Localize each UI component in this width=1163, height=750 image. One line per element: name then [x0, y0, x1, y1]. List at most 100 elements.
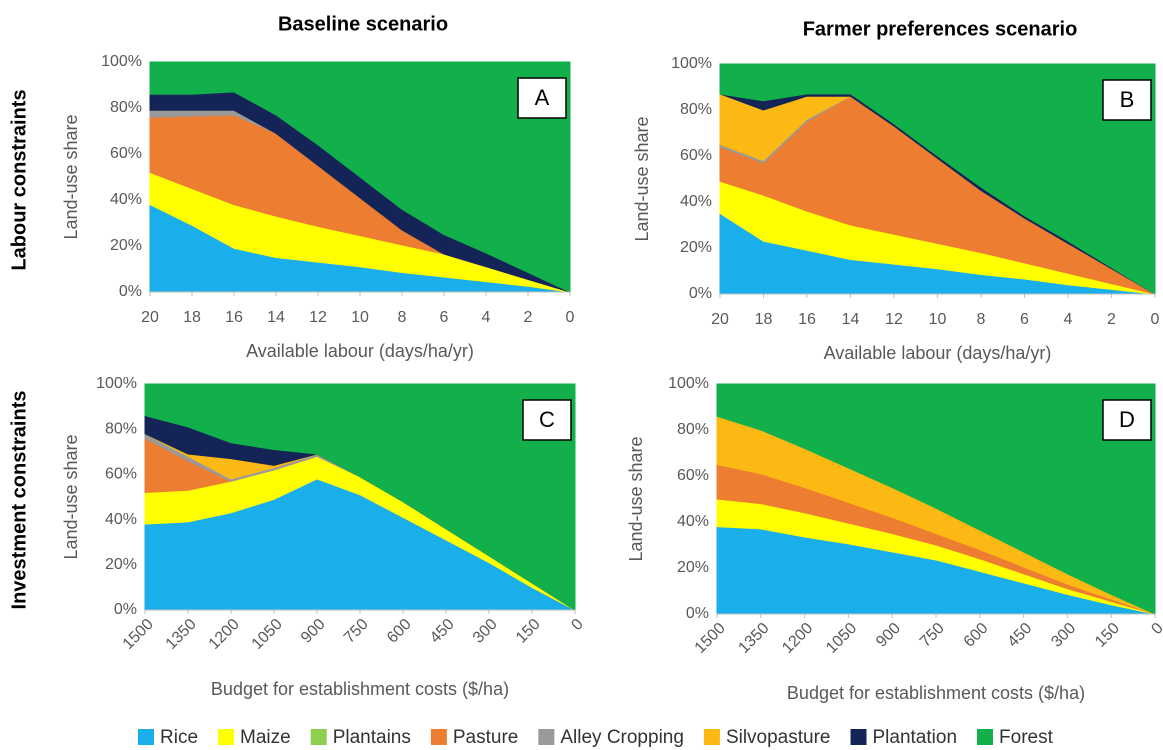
y-tick-label: 100% — [96, 375, 137, 392]
legend-label: Maize — [240, 727, 291, 748]
x-tick-label: 300 — [1048, 620, 1079, 651]
x-tick-label: 600 — [961, 620, 992, 651]
x-tick-label: 16 — [225, 309, 243, 326]
x-tick-label: 4 — [1064, 311, 1073, 328]
x-axis-label: Available labour (days/ha/yr) — [246, 341, 474, 361]
panel-label: A — [535, 85, 550, 110]
panel-label-box — [1102, 399, 1152, 441]
y-tick-label: 40% — [677, 513, 709, 530]
x-tick-label: 12 — [885, 311, 903, 328]
y-tick-label: 100% — [668, 375, 709, 392]
y-tick-label: 60% — [680, 147, 712, 164]
y-tick-label: 20% — [680, 239, 712, 256]
y-tick-label: 40% — [110, 191, 142, 208]
y-axis-label: Land-use share — [632, 116, 652, 241]
legend-label: Pasture — [453, 727, 518, 748]
y-axis-label: Land-use share — [61, 434, 81, 559]
row-title: Labour constraints — [8, 89, 30, 270]
x-tick-label: 16 — [798, 311, 816, 328]
y-tick-label: 20% — [677, 559, 709, 576]
x-tick-label: 900 — [873, 620, 904, 651]
x-tick-label: 2 — [524, 309, 533, 326]
y-tick-label: 60% — [677, 467, 709, 484]
y-tick-label: 40% — [680, 193, 712, 210]
legend-swatch — [430, 729, 447, 745]
x-tick-label: 6 — [440, 309, 449, 326]
y-tick-label: 0% — [119, 283, 142, 300]
panel-label: D — [1119, 407, 1135, 432]
x-tick-label: 20 — [711, 311, 729, 328]
x-tick-label: 1050 — [249, 616, 286, 653]
legend-swatch — [977, 729, 994, 745]
column-title: Farmer preferences scenario — [803, 18, 1078, 40]
legend-swatch — [538, 729, 555, 745]
x-tick-label: 8 — [398, 309, 407, 326]
x-tick-label: 18 — [755, 311, 773, 328]
x-tick-label: 14 — [842, 311, 860, 328]
panel-label-box — [522, 399, 572, 441]
x-tick-label: 900 — [298, 616, 329, 647]
legend-swatch — [138, 729, 154, 745]
panel-label-box — [1102, 79, 1152, 121]
x-tick-label: 150 — [1092, 620, 1123, 651]
y-tick-label: 0% — [114, 601, 137, 618]
x-tick-label: 4 — [482, 309, 491, 326]
x-tick-label: 2 — [1107, 311, 1116, 328]
y-tick-label: 40% — [105, 511, 137, 528]
row-title: Investment constraints — [8, 391, 30, 610]
legend-label: Plantation — [873, 727, 958, 748]
x-tick-label: 10 — [351, 309, 369, 326]
x-tick-label: 1500 — [692, 620, 729, 657]
x-tick-label: 6 — [1020, 311, 1029, 328]
legend-swatch — [310, 729, 327, 745]
y-tick-label: 100% — [101, 53, 142, 70]
legend-label: Alley Cropping — [560, 727, 684, 748]
x-tick-label: 300 — [470, 616, 501, 647]
x-axis-label: Budget for establishment costs ($/ha) — [211, 679, 509, 699]
x-axis-label: Budget for establishment costs ($/ha) — [787, 683, 1085, 703]
y-tick-label: 80% — [105, 420, 137, 437]
x-tick-label: 150 — [513, 616, 544, 647]
y-tick-label: 80% — [677, 421, 709, 438]
y-tick-label: 60% — [105, 466, 137, 483]
x-axis-label: Available labour (days/ha/yr) — [824, 343, 1052, 363]
x-tick-label: 750 — [917, 620, 948, 651]
legend-label: Silvopasture — [726, 727, 831, 748]
x-tick-label: 0 — [566, 309, 575, 326]
x-tick-label: 450 — [1005, 620, 1036, 651]
x-tick-label: 20 — [141, 309, 159, 326]
y-tick-label: 100% — [671, 55, 712, 72]
x-tick-label: 0 — [1148, 620, 1163, 638]
x-tick-label: 1350 — [163, 616, 200, 653]
x-tick-label: 1350 — [735, 620, 772, 657]
legend-swatch — [850, 729, 867, 745]
legend-label: Forest — [999, 727, 1054, 748]
x-tick-label: 0 — [568, 616, 586, 634]
y-tick-label: 60% — [110, 145, 142, 162]
x-tick-label: 1200 — [779, 620, 816, 657]
x-tick-label: 8 — [977, 311, 986, 328]
x-tick-label: 450 — [427, 616, 458, 647]
x-tick-label: 750 — [341, 616, 372, 647]
legend-label: Plantains — [333, 727, 411, 748]
panel-label: B — [1120, 87, 1135, 112]
panel-label: C — [539, 407, 555, 432]
y-tick-label: 0% — [689, 285, 712, 302]
legend-swatch — [703, 729, 720, 745]
x-tick-label: 1050 — [823, 620, 860, 657]
x-tick-label: 18 — [183, 309, 201, 326]
x-tick-label: 12 — [309, 309, 327, 326]
legend-label: Rice — [160, 727, 198, 748]
y-tick-label: 80% — [110, 99, 142, 116]
x-tick-label: 600 — [384, 616, 415, 647]
y-tick-label: 0% — [686, 605, 709, 622]
y-axis-label: Land-use share — [626, 436, 646, 561]
column-title: Baseline scenario — [278, 13, 448, 35]
y-tick-label: 20% — [110, 237, 142, 254]
panel-label-box — [517, 77, 567, 119]
x-tick-label: 14 — [267, 309, 285, 326]
x-tick-label: 1200 — [206, 616, 243, 653]
y-tick-label: 20% — [105, 556, 137, 573]
y-tick-label: 80% — [680, 101, 712, 118]
